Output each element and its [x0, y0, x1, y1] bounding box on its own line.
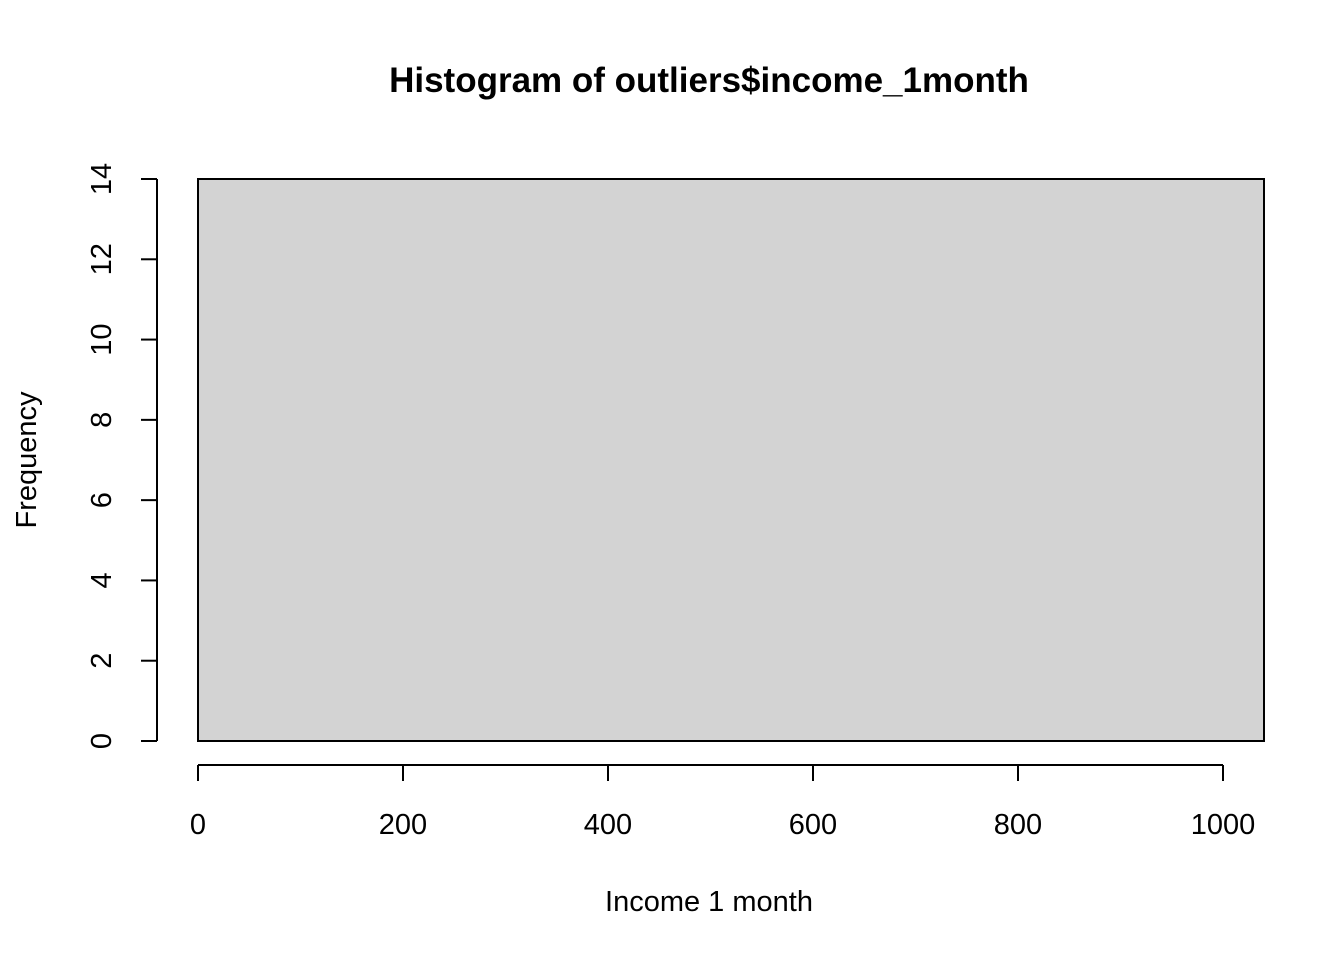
histogram-bar-0 — [197, 178, 1265, 742]
x-tick-label-400: 400 — [584, 809, 632, 841]
y-axis: 0 2 4 6 8 10 12 14 — [86, 163, 158, 749]
x-tick-label-0: 0 — [190, 809, 206, 841]
y-axis-label: Frequency — [11, 391, 43, 529]
y-tick-label-6: 6 — [86, 492, 118, 508]
y-tick-label-14: 14 — [86, 163, 118, 195]
y-tick-label-2: 2 — [86, 653, 118, 669]
y-tick-label-4: 4 — [86, 572, 118, 588]
histogram-bars — [197, 178, 1265, 742]
x-tick-label-800: 800 — [994, 809, 1042, 841]
x-axis-label: Income 1 month — [605, 886, 813, 918]
y-tick-label-10: 10 — [86, 323, 118, 355]
y-tick-label-0: 0 — [86, 733, 118, 749]
y-tick-label-8: 8 — [86, 412, 118, 428]
x-tick-label-1000: 1000 — [1191, 809, 1256, 841]
x-tick-label-200: 200 — [379, 809, 427, 841]
x-tick-label-600: 600 — [789, 809, 837, 841]
y-tick-label-12: 12 — [86, 243, 118, 275]
x-axis: 0 200 400 600 800 1000 — [190, 764, 1256, 841]
chart-title: Histogram of outliers$income_1month — [389, 61, 1029, 100]
